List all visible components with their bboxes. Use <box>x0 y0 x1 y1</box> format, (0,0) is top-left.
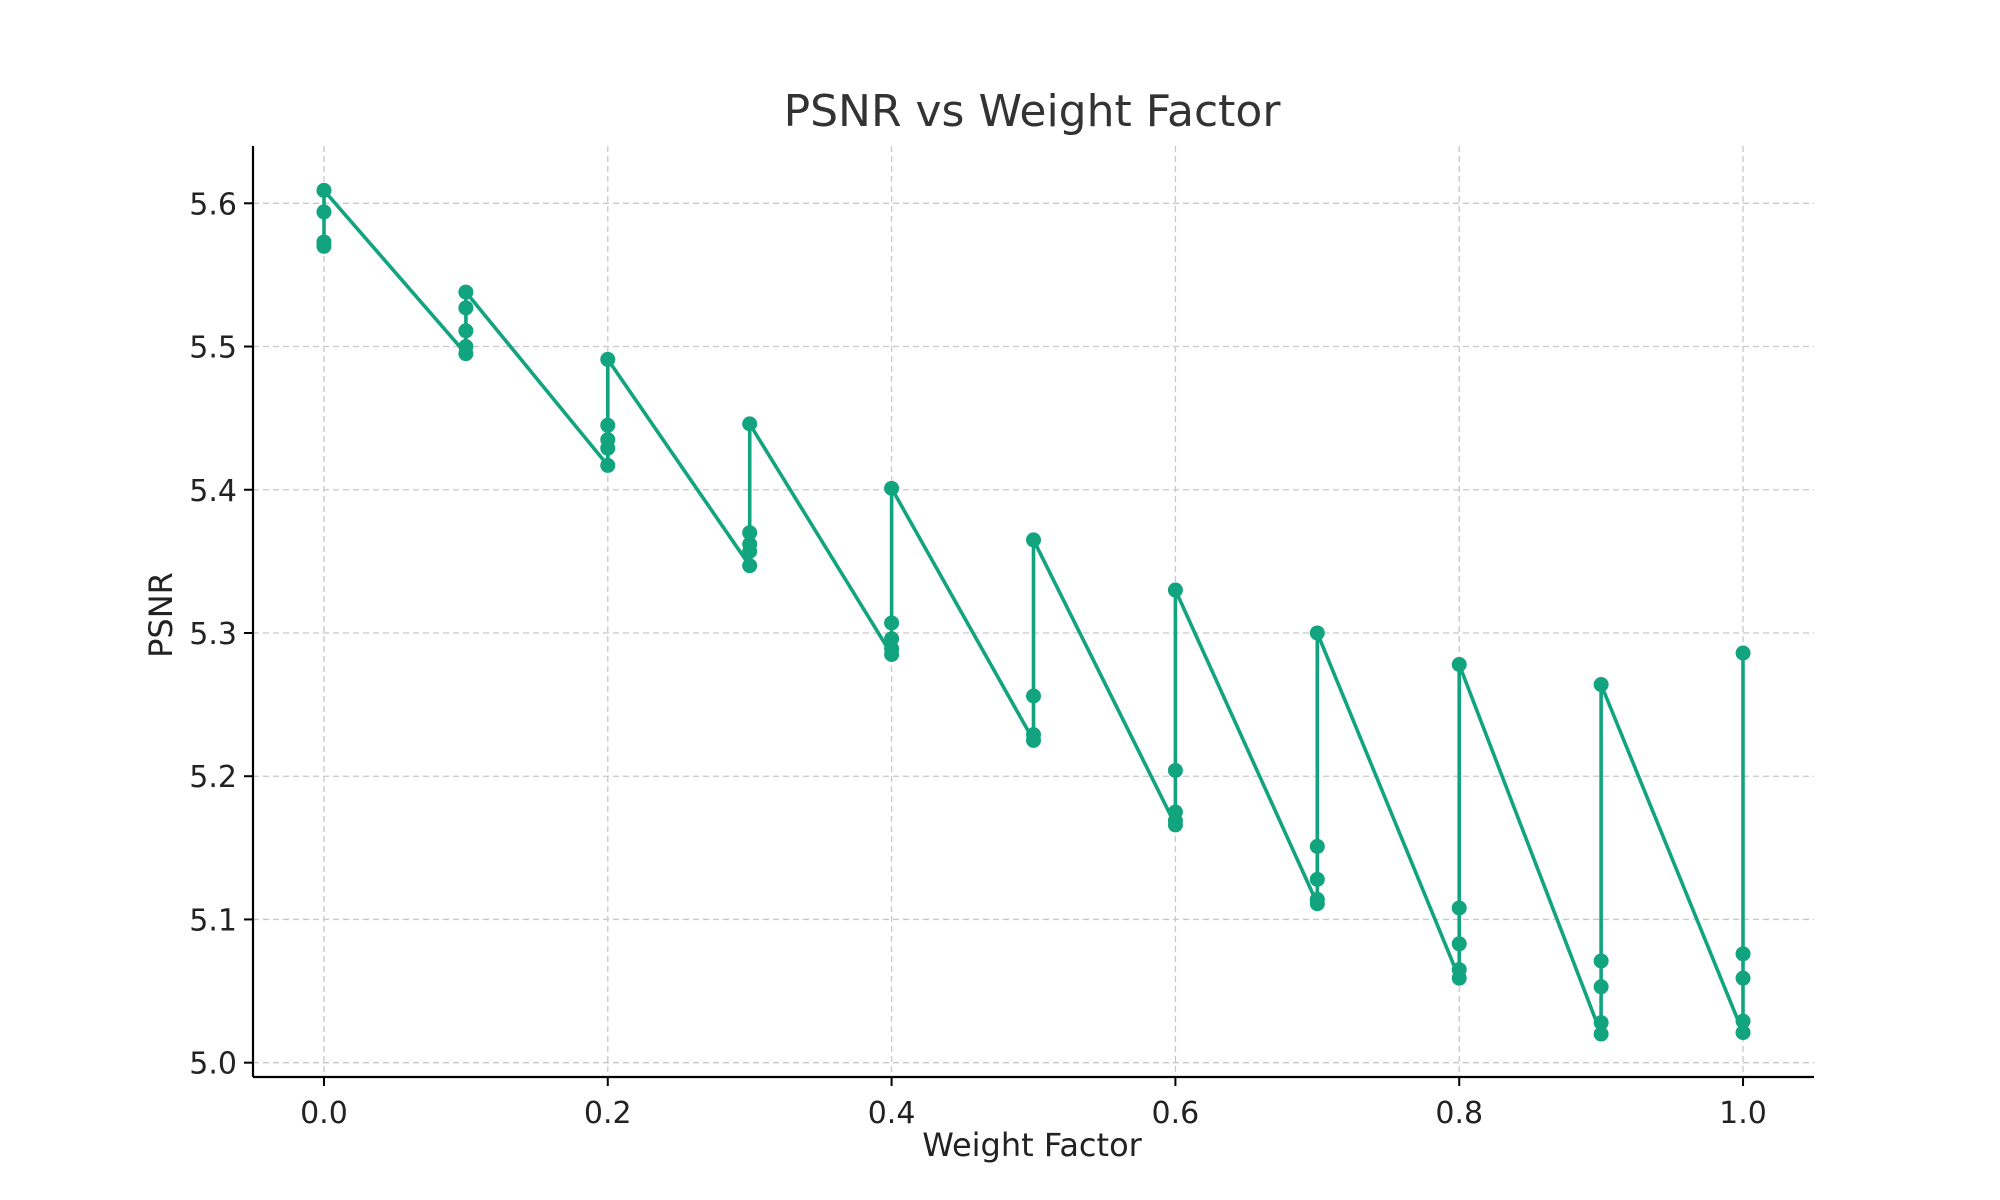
data-point <box>1167 762 1183 778</box>
data-point <box>1735 970 1751 986</box>
data-point <box>316 204 332 220</box>
data-point <box>600 432 616 448</box>
data-point <box>1309 891 1325 907</box>
grid <box>253 146 1814 1077</box>
data-point <box>316 234 332 250</box>
y-axis-label: PSNR <box>142 572 180 658</box>
y-tick-label: 5.3 <box>189 617 237 652</box>
data-point <box>1593 677 1609 693</box>
data-point <box>458 339 474 355</box>
data-point <box>1593 1015 1609 1031</box>
data-point <box>1167 804 1183 820</box>
y-tick-label: 5.0 <box>189 1047 237 1082</box>
data-point <box>742 416 758 432</box>
data-point <box>1451 656 1467 672</box>
x-tick-label: 0.0 <box>300 1096 348 1131</box>
data-point <box>742 558 758 574</box>
data-point <box>1451 962 1467 978</box>
x-tick-label: 0.2 <box>584 1096 632 1131</box>
data-point <box>1593 1026 1609 1042</box>
data-point <box>600 457 616 473</box>
data-point <box>1593 953 1609 969</box>
data-point <box>458 323 474 339</box>
data-point <box>884 480 900 496</box>
y-tick-label: 5.4 <box>189 474 237 509</box>
data-point <box>1309 871 1325 887</box>
data-point <box>1451 936 1467 952</box>
x-tick-label: 1.0 <box>1719 1096 1767 1131</box>
data-point <box>1026 688 1041 704</box>
data-point <box>458 300 474 316</box>
data-point <box>1309 838 1325 854</box>
data-point <box>600 351 616 367</box>
x-tick-label: 0.6 <box>1152 1096 1200 1131</box>
data-point <box>1167 582 1183 598</box>
data-point <box>1735 946 1751 962</box>
data-point <box>1451 900 1467 916</box>
x-tick-label: 0.8 <box>1435 1096 1483 1131</box>
x-axis-label: Weight Factor <box>922 1126 1142 1164</box>
data-point <box>1026 532 1041 548</box>
series-points <box>316 182 1751 1042</box>
x-tick-label: 0.4 <box>868 1096 916 1131</box>
data-point <box>1309 625 1325 641</box>
y-tick-label: 5.5 <box>189 331 237 366</box>
axes <box>251 146 1814 1079</box>
data-point <box>458 284 474 300</box>
chart-title: PSNR vs Weight Factor <box>784 86 1282 137</box>
ticks: 0.0 0.2 0.4 0.6 0.8 1.0 5.0 5.1 5.2 5.3 5.4 5.5 5.6 <box>189 187 1767 1131</box>
data-point <box>316 182 332 198</box>
y-tick-label: 5.2 <box>189 760 237 795</box>
data-point <box>1735 645 1751 661</box>
y-tick-label: 5.6 <box>189 187 237 222</box>
data-point <box>1735 1025 1751 1041</box>
data-point <box>884 631 900 647</box>
data-point <box>1593 979 1609 995</box>
data-point <box>1026 727 1041 743</box>
data-point <box>1735 1013 1751 1029</box>
data-point <box>884 615 900 631</box>
data-point <box>742 525 758 541</box>
data-point <box>742 536 758 552</box>
data-point <box>600 417 616 433</box>
y-tick-label: 5.1 <box>189 903 237 938</box>
